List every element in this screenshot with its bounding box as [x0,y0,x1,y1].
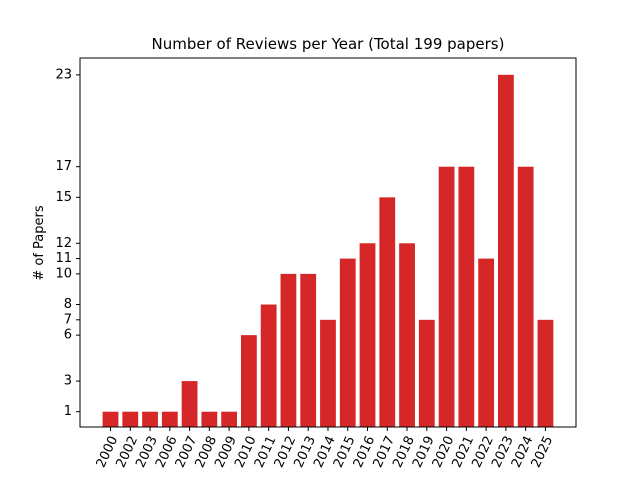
bar-2023 [498,74,514,427]
bars-group [102,74,554,427]
bar-2024 [517,166,534,427]
bar-2003 [142,411,158,427]
y-tick-label: 17 [55,159,72,174]
bar-2016 [359,243,376,427]
bar-2014 [320,319,336,427]
plot-frame [79,57,577,428]
y-tick-label: 7 [64,312,72,327]
bar-2013 [300,273,317,427]
bar-2020 [438,166,455,427]
y-tick-label: 6 [64,328,72,343]
bar-2017 [379,197,396,427]
bar-2011 [260,304,277,427]
x-axis-ticks: 2000200220032006200720082009201020112012… [94,427,556,470]
y-tick-label: 11 [55,251,72,266]
y-axis-label: # of Papers [32,205,47,281]
bar-2021 [458,166,475,427]
y-tick-label: 8 [64,297,72,312]
y-tick-label: 15 [55,190,72,205]
y-tick-label: 12 [55,236,72,251]
bar-2007 [181,381,198,427]
bar-2006 [161,411,178,427]
bar-2008 [201,411,218,427]
bar-2012 [280,273,297,427]
bar-2009 [221,411,238,427]
bar-2015 [339,258,356,427]
chart-title: Number of Reviews per Year (Total 199 pa… [152,35,505,53]
bar-2018 [399,243,415,427]
bar-2022 [478,258,495,427]
bar-2002 [122,411,139,427]
bar-2025 [537,319,554,427]
bar-2000 [102,411,119,427]
y-tick-label: 1 [64,404,72,419]
bar-2010 [240,335,257,427]
y-tick-label: 23 [55,67,72,82]
y-tick-label: 10 [55,266,72,281]
bar-2019 [418,319,435,427]
y-tick-label: 3 [64,374,72,389]
